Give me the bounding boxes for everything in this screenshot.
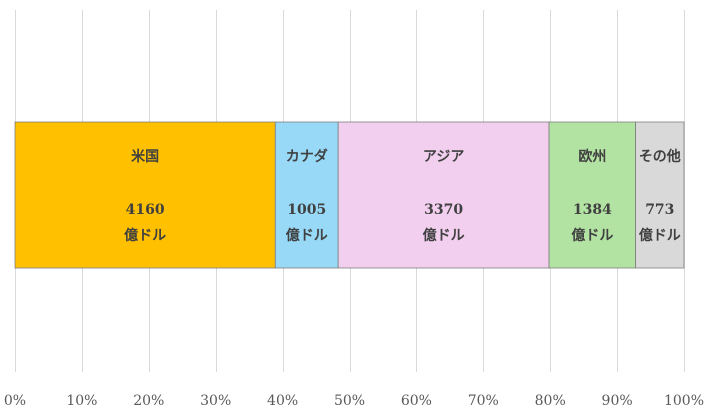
segment-value-label: 4160 xyxy=(126,202,165,218)
segment-name-label: その他 xyxy=(639,148,681,165)
segment-name-label: 欧州 xyxy=(578,148,606,165)
x-tick-label: 10% xyxy=(66,393,97,409)
x-tick-label: 20% xyxy=(133,393,164,409)
x-tick-label: 80% xyxy=(535,393,566,409)
segment-labels: 米国 4160 億ドル カナダ 1005 億ドル アジア 3370 億ドル 欧州 1384 億ドル その… xyxy=(124,148,681,244)
x-tick-label: 60% xyxy=(401,393,432,409)
x-axis-tick-labels: 0% 10% 20% 30% 40% 50% 60% 70% 80% 90% 100% xyxy=(4,393,704,409)
segment-unit-label: 億ドル xyxy=(571,227,613,244)
segment-unit-label: 億ドル xyxy=(423,227,465,244)
x-tick-label: 90% xyxy=(602,393,633,409)
bar-segment xyxy=(337,121,550,269)
segment-name-label: 米国 xyxy=(131,148,159,165)
x-tick-label: 50% xyxy=(334,393,365,409)
x-tick-label: 100% xyxy=(664,393,704,409)
segment-value-label: 1384 xyxy=(573,202,612,218)
x-tick-label: 30% xyxy=(200,393,231,409)
segment-value-label: 1005 xyxy=(287,202,326,218)
segment-value-label: 773 xyxy=(645,202,674,218)
segment-unit-label: 億ドル xyxy=(639,227,681,244)
segment-unit-label: 億ドル xyxy=(124,227,166,244)
segment-value-label: 3370 xyxy=(424,202,463,218)
x-tick-label: 0% xyxy=(4,393,26,409)
segment-name-label: アジア xyxy=(423,149,464,165)
segment-unit-label: 億ドル xyxy=(286,227,328,244)
x-tick-label: 40% xyxy=(267,393,298,409)
bar-segment xyxy=(548,121,637,269)
bar-segment xyxy=(635,121,685,269)
bar-segment xyxy=(14,121,276,269)
x-tick-label: 70% xyxy=(468,393,499,409)
bar-segment xyxy=(274,121,339,269)
segment-name-label: カナダ xyxy=(286,148,328,165)
bar-segments xyxy=(14,121,685,269)
